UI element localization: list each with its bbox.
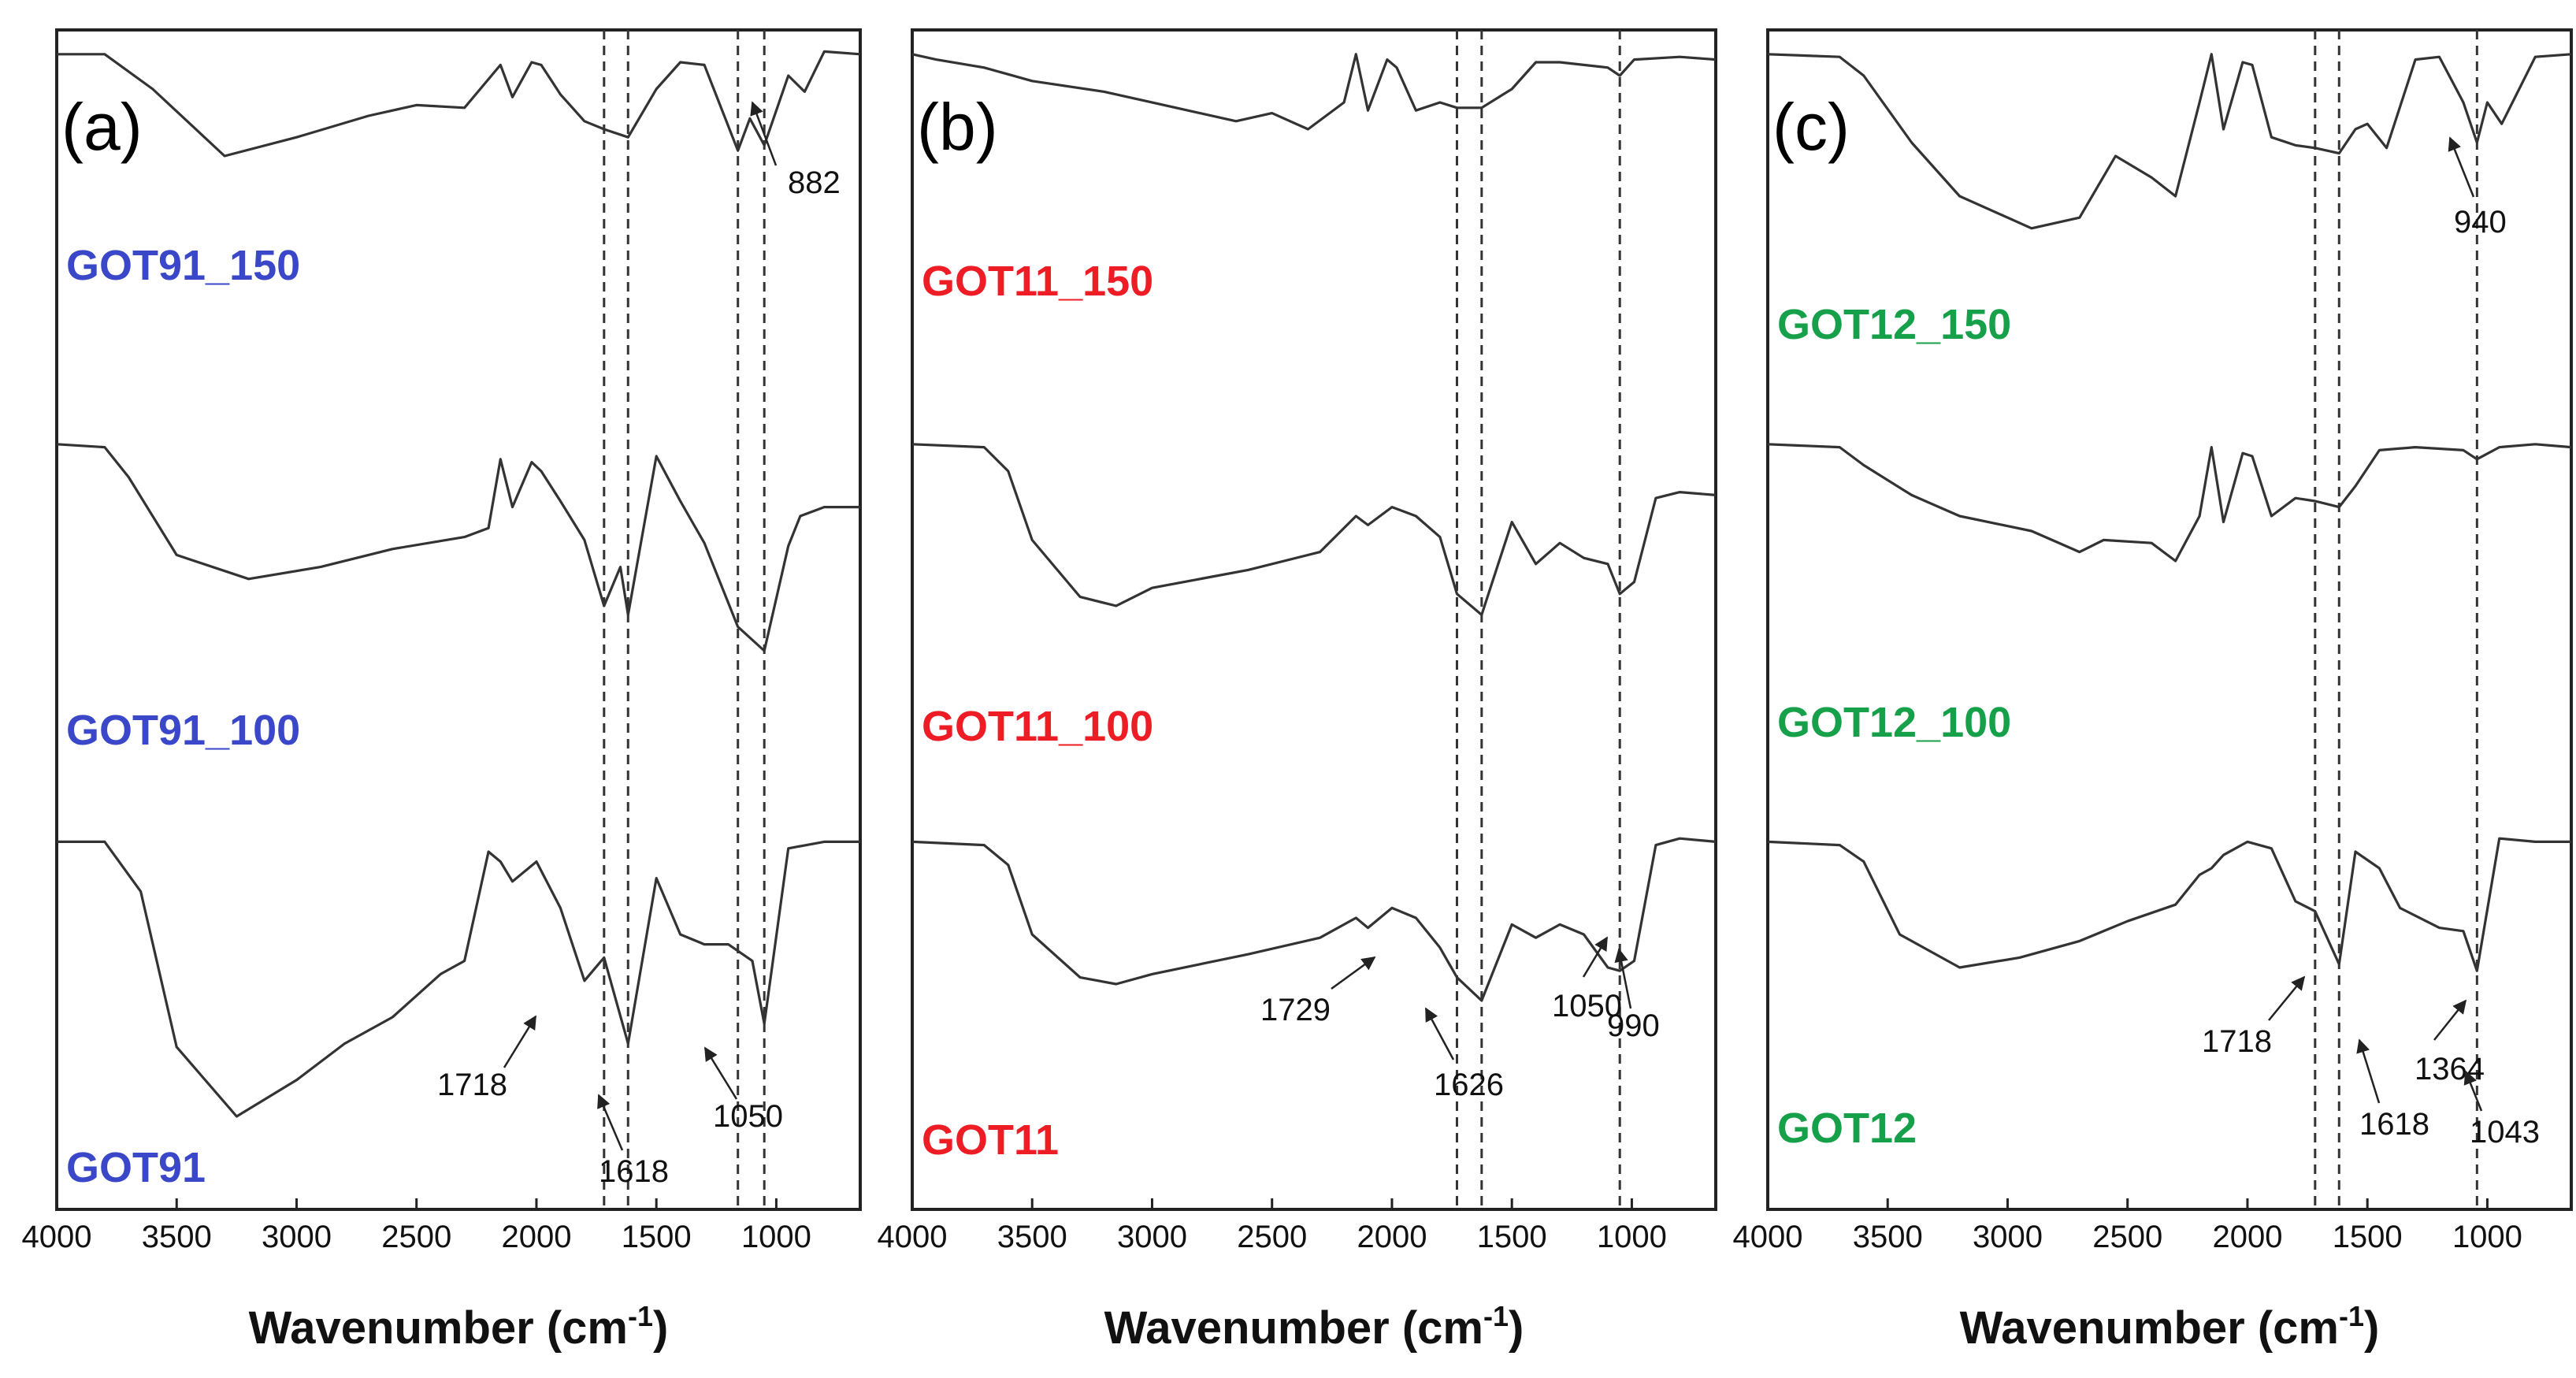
panel-letter: (b) — [917, 90, 998, 164]
peak-label-1618: 1618 — [599, 1154, 669, 1189]
panel-frame — [55, 28, 862, 1211]
peak-label-990: 990 — [1607, 1008, 1660, 1043]
peak-arrow-1718 — [503, 1015, 537, 1068]
x-tick-label: 2000 — [2212, 1220, 2282, 1254]
peak-label-1729: 1729 — [1260, 993, 1331, 1027]
panel-b: 4000 3500 3000 2500 2000 1500 1000 Wavenumber (… — [878, 28, 1717, 1354]
panel-frame — [1766, 28, 2573, 1211]
x-axis-label-sup: -1 — [2339, 1300, 2364, 1332]
sample-label-got11-100: GOT11_100 — [922, 703, 1153, 750]
peak-label-1050: 1050 — [1552, 989, 1622, 1023]
panel-a: 4000 3500 3000 2500 2000 1500 1000 Wavenumber (… — [22, 28, 862, 1354]
peak-label-1618: 1618 — [2359, 1107, 2429, 1142]
peak-label-1043: 1043 — [2470, 1115, 2540, 1150]
x-axis-label-close: ) — [2364, 1302, 2379, 1354]
peak-label-1718: 1718 — [2202, 1024, 2272, 1059]
x-tick-label: 1500 — [2333, 1220, 2403, 1254]
x-axis-label-sup: -1 — [628, 1300, 653, 1332]
x-tick-label: 3500 — [142, 1220, 212, 1254]
spectrum-line-got91 — [57, 840, 860, 1118]
x-axis-label: Wavenumber (cm-1) — [1960, 1300, 2380, 1354]
x-axis-label: Wavenumber (cm-1) — [249, 1300, 669, 1354]
panel-letter: (c) — [1772, 90, 1850, 164]
peak-label-882: 882 — [788, 165, 841, 200]
panel-c: 4000 3500 3000 2500 2000 1500 1000 Wavenumber (… — [1733, 28, 2573, 1354]
peak-arrow-1050 — [703, 1046, 738, 1100]
peak-arrow-1729 — [1331, 956, 1376, 990]
x-axis-label-close: ) — [1509, 1302, 1524, 1354]
x-tick-label: 2000 — [1357, 1220, 1427, 1254]
sample-label-got11: GOT11 — [922, 1116, 1059, 1164]
peak-arrow-1618 — [2356, 1038, 2381, 1104]
peak-label-1364: 1364 — [2415, 1052, 2485, 1086]
x-tick-label: 4000 — [22, 1220, 92, 1254]
sample-label-got11-150: GOT11_150 — [922, 258, 1153, 305]
sample-label-got12: GOT12 — [1777, 1105, 1917, 1152]
panel-frame — [911, 28, 1717, 1211]
sample-label-got91-100: GOT91_100 — [66, 707, 300, 754]
x-axis-label-base: Wavenumber (cm — [1960, 1302, 2339, 1354]
spectrum-line-got91-100 — [56, 443, 860, 652]
peak-arrow-990 — [1614, 948, 1632, 1009]
spectrum-line-got11 — [911, 837, 1717, 1002]
sample-label-got91: GOT91 — [66, 1144, 206, 1191]
peak-arrow-1626 — [1424, 1007, 1455, 1060]
spectrum-line-got91-150 — [57, 50, 861, 158]
peak-arrow-1364 — [2433, 999, 2467, 1041]
x-tick-label: 4000 — [1733, 1220, 1803, 1254]
x-tick-label: 1000 — [1597, 1220, 1667, 1254]
x-tick-label: 2500 — [2092, 1220, 2162, 1254]
spectrum-line-got11-100 — [911, 443, 1717, 616]
panel-letter: (a) — [61, 90, 143, 164]
x-axis-label-base: Wavenumber (cm — [249, 1302, 628, 1354]
x-tick-label: 3000 — [1117, 1220, 1187, 1254]
peak-label-1050: 1050 — [713, 1099, 783, 1134]
peak-label-1718: 1718 — [437, 1068, 507, 1102]
x-tick-label: 3500 — [997, 1220, 1067, 1254]
sample-label-got12-100: GOT12_100 — [1777, 699, 2011, 746]
spectrum-line-got11-150 — [911, 53, 1717, 131]
x-tick-label: 3000 — [262, 1220, 332, 1254]
sample-label-got91-150: GOT91_150 — [66, 242, 300, 289]
x-axis-label: Wavenumber (cm-1) — [1104, 1300, 1524, 1354]
peak-arrow-1618 — [597, 1094, 624, 1151]
peak-arrow-1043 — [2463, 1070, 2483, 1112]
peak-arrow-882 — [750, 101, 778, 166]
peak-label-940: 940 — [2454, 205, 2507, 240]
x-tick-label: 3000 — [1973, 1220, 2043, 1254]
x-tick-label: 1500 — [622, 1220, 692, 1254]
x-tick-label: 2000 — [501, 1220, 571, 1254]
sample-label-got12-150: GOT12_150 — [1777, 301, 2011, 348]
x-tick-label: 1000 — [741, 1220, 811, 1254]
x-axis-label-base: Wavenumber (cm — [1104, 1302, 1483, 1354]
x-tick-label: 2500 — [1237, 1220, 1307, 1254]
spectrum-line-got12 — [1767, 837, 2571, 972]
x-axis-label-close: ) — [653, 1302, 668, 1354]
x-tick-label: 1500 — [1477, 1220, 1547, 1254]
spectrum-line-got12-100 — [1767, 443, 2572, 563]
peak-arrow-940 — [2448, 136, 2475, 198]
x-axis-label-sup: -1 — [1483, 1300, 1509, 1332]
peak-arrow-1050 — [1582, 936, 1609, 978]
x-tick-label: 3500 — [1853, 1220, 1923, 1254]
x-tick-label: 4000 — [878, 1220, 948, 1254]
peak-label-1626: 1626 — [1434, 1068, 1504, 1102]
peak-arrow-1718 — [2268, 975, 2306, 1021]
x-tick-label: 1000 — [2452, 1220, 2522, 1254]
spectrum-line-got12-150 — [1767, 53, 2572, 230]
x-tick-label: 2500 — [381, 1220, 451, 1254]
